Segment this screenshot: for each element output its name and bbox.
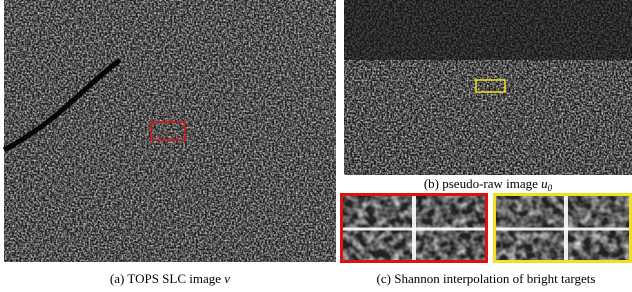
caption-b: (b) pseudo-raw image u0 [424,176,553,193]
dark-top [344,0,632,60]
slc-texture [4,0,336,262]
figure: (b) pseudo-raw image u0 (a) TOPS SLC ima… [0,0,632,292]
caption-a: (a) TOPS SLC image v [110,271,230,286]
caption-c: (c) Shannon interpolation of bright targ… [377,271,596,286]
